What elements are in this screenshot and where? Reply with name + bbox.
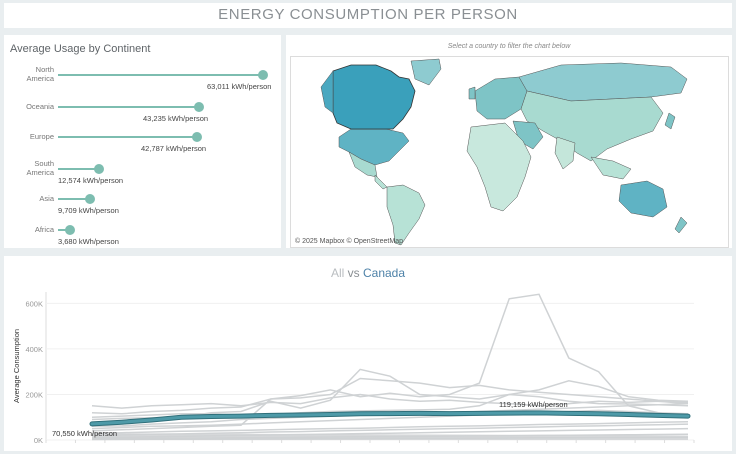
continent-name-line: South (34, 159, 54, 168)
title-bar: ENERGY CONSUMPTION PER PERSON (4, 3, 732, 28)
y-tick-label: 0K (34, 436, 43, 445)
lollipop-dot[interactable] (192, 132, 202, 142)
lollipop-stem[interactable] (58, 229, 70, 231)
background-series-line[interactable] (91, 293, 689, 432)
value-label: 42,787 kWh/person (141, 144, 207, 153)
map-country-greenland[interactable] (410, 58, 442, 86)
background-series-line[interactable] (91, 393, 689, 409)
background-series-line[interactable] (91, 421, 689, 434)
lollipop-dot[interactable] (194, 102, 204, 112)
consumption-line-chart[interactable]: 0K 200K 400K 600K Average Consumption 70,550 … (4, 284, 732, 449)
map-panel: Select a country to filter the chart bel… (286, 35, 732, 248)
background-series-line[interactable] (91, 436, 689, 441)
world-map[interactable]: © 2025 Mapbox © OpenStreetMap (290, 56, 729, 248)
continent-name-line: America (26, 74, 54, 83)
title-country[interactable]: Canada (362, 266, 406, 280)
continent-label: North America (10, 65, 54, 83)
continent-label: Asia (10, 194, 54, 203)
background-series-line[interactable] (91, 427, 689, 439)
map-region-australia[interactable] (618, 180, 668, 218)
first-value-label: 70,550 kWh/person (52, 429, 117, 438)
background-series-line[interactable] (91, 423, 689, 437)
value-label: 3,680 kWh/person (58, 237, 119, 246)
continent-label: Oceania (10, 102, 54, 111)
continent-name-line: Europe (29, 132, 54, 141)
y-tick-label: 600K (25, 299, 43, 308)
y-axis-title: Average Consumption (12, 329, 21, 403)
world-map-svg[interactable] (291, 57, 728, 247)
y-tick-label: 200K (25, 390, 43, 399)
lollipop-stem[interactable] (58, 106, 199, 108)
map-country-uk[interactable] (468, 86, 476, 100)
value-label: 43,235 kWh/person (143, 114, 209, 123)
continent-label: South America (10, 159, 54, 177)
continent-name-line: Africa (34, 225, 54, 234)
peak-value-label: 119,159 kWh/person (499, 400, 568, 409)
continent-name-line: Oceania (26, 102, 54, 111)
lollipop-stem[interactable] (58, 198, 90, 200)
dashboard-title: ENERGY CONSUMPTION PER PERSON (218, 6, 518, 23)
title-all[interactable]: All (330, 266, 345, 280)
background-series-line[interactable] (91, 393, 689, 418)
map-region-africa[interactable] (466, 122, 532, 212)
map-country-canada[interactable] (332, 64, 416, 130)
background-series-line[interactable] (91, 409, 689, 430)
line-chart-panel: All vs Canada 0K 200K 400K 600K Average Cons… (4, 256, 732, 451)
background-series-line[interactable] (91, 433, 689, 440)
lollipop-dot[interactable] (85, 194, 95, 204)
map-region-europe[interactable] (474, 76, 528, 120)
continent-label: Africa (10, 225, 54, 234)
lollipop-dot[interactable] (65, 225, 75, 235)
continent-usage-heading: Average Usage by Continent (10, 43, 151, 55)
continent-name-line: America (26, 168, 54, 177)
lollipop-stem[interactable] (58, 168, 99, 170)
line-chart-title: All vs Canada (4, 266, 732, 280)
lollipop-dot[interactable] (258, 70, 268, 80)
map-region-india[interactable] (554, 136, 576, 170)
continent-usage-panel: Average Usage by Continent North America 6… (4, 35, 281, 248)
map-instruction: Select a country to filter the chart bel… (447, 43, 571, 50)
value-label: 12,574 kWh/person (58, 176, 124, 185)
map-country-alaska[interactable] (320, 70, 334, 114)
map-country-usa[interactable] (338, 128, 410, 166)
map-region-southeast-asia[interactable] (590, 156, 632, 180)
map-region-south-america[interactable] (386, 184, 426, 246)
map-country-new-zealand[interactable] (674, 216, 688, 234)
continent-label: Europe (10, 132, 54, 141)
lollipop-stem[interactable] (58, 136, 197, 138)
lollipop-dot[interactable] (94, 164, 104, 174)
title-vs: vs (347, 266, 360, 280)
background-series-line[interactable] (91, 377, 689, 415)
continent-name-line: Asia (39, 194, 54, 203)
value-label: 9,709 kWh/person (58, 206, 119, 215)
continent-name-line: North (35, 65, 54, 74)
map-region-central-america[interactable] (374, 174, 388, 190)
map-attribution: © 2025 Mapbox © OpenStreetMap (295, 238, 403, 245)
map-country-japan[interactable] (664, 112, 676, 130)
value-label: 63,011 kWh/person (207, 82, 272, 91)
map-region-asia[interactable] (520, 90, 664, 162)
canada-series-line[interactable] (90, 411, 690, 426)
lollipop-stem[interactable] (58, 74, 263, 76)
y-tick-label: 400K (25, 345, 43, 354)
